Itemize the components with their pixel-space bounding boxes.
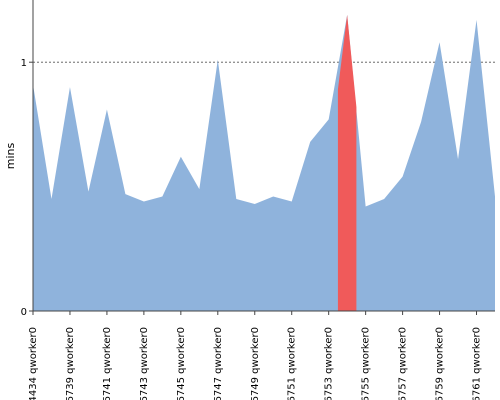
y-tick-label: 1 xyxy=(21,58,27,69)
x-ticks: #4434 qworker0 #6739 qworker0 #6741 qworke… xyxy=(28,311,483,400)
axes xyxy=(32,0,495,312)
x-tick-label: #4434 qworker0 xyxy=(28,327,39,400)
x-tick-label: #6753 qworker0 xyxy=(324,327,335,400)
x-tick-label: #6739 qworker0 xyxy=(65,327,76,400)
x-tick-label: #6745 qworker0 xyxy=(176,327,187,400)
y-axis-title: mins xyxy=(4,142,17,169)
plot-area xyxy=(33,14,495,311)
x-tick-label: #6757 qworker0 xyxy=(398,327,409,400)
x-tick-label: #6755 qworker0 xyxy=(361,327,372,400)
y-ticks: 01 xyxy=(21,58,33,318)
x-tick-label: #6749 qworker0 xyxy=(250,327,261,400)
x-tick-label: #6741 qworker0 xyxy=(102,327,113,400)
highlight-bar xyxy=(337,14,357,311)
series-area xyxy=(33,14,495,311)
x-tick-label: #6759 qworker0 xyxy=(435,327,446,400)
x-tick-label: #6751 qworker0 xyxy=(287,327,298,400)
y-tick-label: 0 xyxy=(21,307,27,318)
x-tick-label: #6747 qworker0 xyxy=(213,327,224,400)
x-tick-label: #6761 qworker0 xyxy=(472,327,483,400)
x-tick-label: #6743 qworker0 xyxy=(139,327,150,400)
